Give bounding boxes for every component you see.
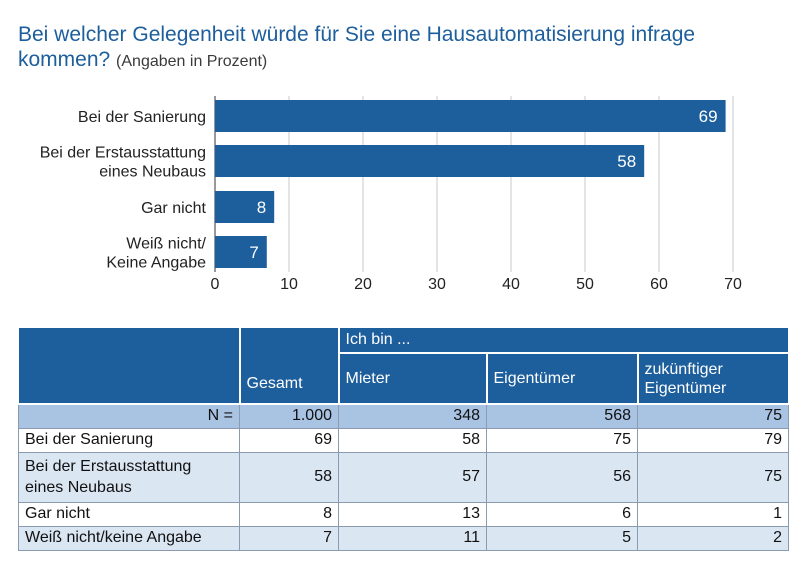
bar-value-label: 58	[617, 152, 636, 171]
x-tick-label: 40	[502, 276, 520, 293]
col-header-mieter: Mieter	[338, 353, 488, 405]
x-tick-label: 60	[650, 276, 668, 293]
cell-mieter: 11	[338, 525, 487, 551]
chart-title: Bei welcher Gelegenheit würde für Sie ei…	[18, 22, 788, 74]
x-tick-label: 0	[211, 276, 220, 293]
col-header-zukuenftig: zukünftiger Eigentümer	[637, 353, 790, 405]
data-table: Gesamt Ich bin ... Mieter Eigentümer zuk…	[18, 328, 790, 551]
x-tick-label: 30	[428, 276, 446, 293]
x-tick-labels: 0 10 20 30 40 50 60 70	[211, 276, 742, 293]
col-header-gesamt: Gesamt	[239, 328, 340, 405]
col-header-eigentuemer: Eigentümer	[486, 353, 639, 405]
category-label: Weiß nicht/	[126, 236, 206, 253]
bar-value-label: 69	[699, 107, 718, 126]
cell-gesamt: 7	[239, 525, 339, 551]
cell-mieter: 13	[338, 501, 487, 527]
cell-mieter: 57	[338, 451, 487, 503]
table-row-n: N = 1.000 348 568 75	[18, 403, 790, 429]
bar	[215, 191, 275, 223]
cell-gesamt: 69	[239, 427, 339, 453]
cell-eigentuemer: 5	[486, 525, 638, 551]
title-text: Bei welcher Gelegenheit würde für Sie ei…	[18, 23, 696, 71]
cell-zukuenftig: 1	[636, 501, 790, 527]
table-row: Bei der Erstausstattung eines Neubaus 58…	[18, 451, 790, 503]
cell-zukuenftig: 75	[636, 451, 790, 503]
bar-value-label: 7	[249, 243, 258, 262]
table-row: Gar nicht 8 13 6 1	[18, 501, 790, 527]
cell-mieter: 58	[338, 427, 487, 453]
n-label: N =	[18, 403, 240, 429]
n-mieter: 348	[338, 403, 487, 429]
table-row: Bei der Sanierung 69 58 75 79	[18, 427, 790, 453]
row-label: Bei der Sanierung	[18, 427, 240, 453]
bar	[215, 145, 645, 177]
x-tick-label: 10	[280, 276, 298, 293]
category-label: Gar nicht	[141, 200, 206, 217]
row-label: Weiß nicht/keine Angabe	[18, 525, 240, 551]
n-gesamt: 1.000	[239, 403, 339, 429]
bars: 69 58 8 7	[215, 100, 726, 268]
category-labels: Bei der Sanierung Bei der Erstausstattung…	[40, 109, 207, 272]
chart-subtitle: (Angaben in Prozent)	[116, 53, 268, 70]
bar-chart: 69 58 8 7 Bei der Sanierung Bei der Erstauss…	[40, 96, 742, 293]
bar	[215, 100, 726, 132]
table-corner	[18, 328, 241, 405]
cell-gesamt: 58	[239, 451, 339, 503]
cell-gesamt: 8	[239, 501, 339, 527]
row-label: Gar nicht	[18, 501, 240, 527]
cell-zukuenftig: 79	[636, 427, 790, 453]
table-row: Weiß nicht/keine Angabe 7 11 5 2	[18, 525, 790, 551]
bar	[215, 236, 267, 268]
n-eigentuemer: 568	[486, 403, 638, 429]
n-zukuenftig: 75	[636, 403, 790, 429]
category-label: eines Neubaus	[99, 164, 206, 181]
group-header: Ich bin ...	[338, 328, 790, 354]
category-label: Keine Angabe	[106, 255, 206, 272]
cell-eigentuemer: 6	[486, 501, 638, 527]
cell-eigentuemer: 56	[486, 451, 638, 503]
bar-value-label: 8	[257, 198, 266, 217]
x-tick-label: 50	[576, 276, 594, 293]
cell-zukuenftig: 2	[636, 525, 790, 551]
row-label: Bei der Erstausstattung eines Neubaus	[18, 451, 240, 503]
category-label: Bei der Sanierung	[78, 109, 206, 126]
x-tick-label: 20	[354, 276, 372, 293]
cell-eigentuemer: 75	[486, 427, 638, 453]
x-tick-label: 70	[724, 276, 742, 293]
category-label: Bei der Erstausstattung	[40, 145, 206, 162]
